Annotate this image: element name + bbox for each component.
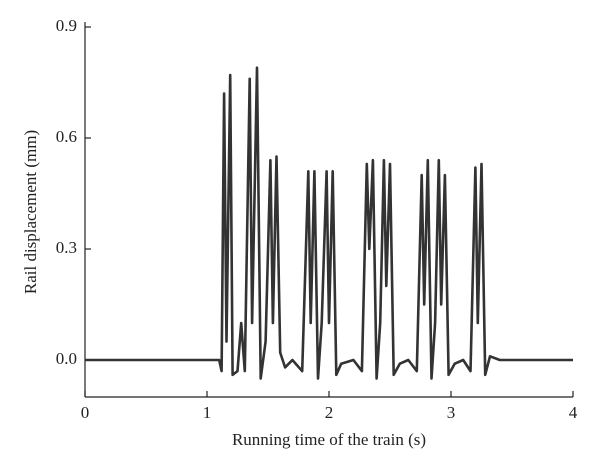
y-tick-label: 0.3 — [56, 238, 77, 257]
y-tick-label: 0.0 — [56, 349, 77, 368]
y-tick-label: 0.9 — [56, 16, 77, 35]
x-tick-label: 1 — [203, 403, 212, 422]
x-axis-label: Running time of the train (s) — [232, 430, 426, 449]
y-axis-label: Rail displacement (mm) — [21, 130, 40, 294]
data-line — [85, 66, 573, 380]
x-tick-label: 4 — [569, 403, 578, 422]
y-tick-label: 0.6 — [56, 127, 77, 146]
x-tick-label: 0 — [81, 403, 90, 422]
x-tick-label: 2 — [325, 403, 334, 422]
x-tick-label: 3 — [447, 403, 456, 422]
